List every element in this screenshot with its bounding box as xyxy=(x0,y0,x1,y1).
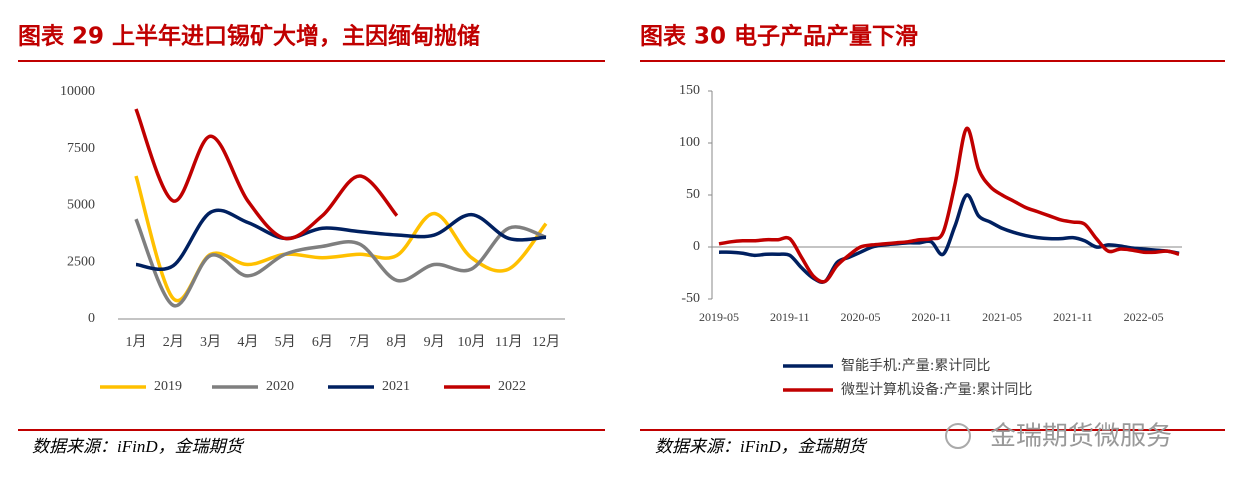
y-tick-label: 5000 xyxy=(67,198,95,213)
x-tick-label: 8月 xyxy=(386,334,407,350)
x-tick-label: 6月 xyxy=(312,334,333,350)
chart-title: 图表 29 上半年进口锡矿大增，主因缅甸抛储 xyxy=(18,23,480,50)
x-tick-label: 9月 xyxy=(424,334,445,350)
source: 数据来源：iFinD，金瑞期货 xyxy=(655,437,868,456)
source: 数据来源：iFinD，金瑞期货 xyxy=(32,437,245,456)
watermark-icon xyxy=(945,423,971,449)
y-tick-label: 100 xyxy=(679,135,700,150)
series-line xyxy=(134,218,547,308)
y-tick-label: 0 xyxy=(88,311,95,326)
x-tick-label: 2019-05 xyxy=(699,310,739,324)
x-tick-label: 2021-11 xyxy=(1053,310,1093,324)
chart-title: 图表 30 电子产品产量下滑 xyxy=(640,23,918,50)
y-tick-label: 2500 xyxy=(67,254,95,269)
x-tick-label: 2020-11 xyxy=(912,310,952,324)
legend-label: 2022 xyxy=(498,379,526,394)
x-tick-label: 2020-05 xyxy=(841,310,881,324)
x-tick-label: 1月 xyxy=(126,334,147,350)
y-tick-label: -50 xyxy=(681,291,700,306)
x-tick-label: 2019-11 xyxy=(770,310,810,324)
legend-label: 2019 xyxy=(154,379,182,394)
y-tick-label: 0 xyxy=(693,239,700,254)
y-tick-label: 50 xyxy=(686,187,700,202)
x-tick-label: 2月 xyxy=(163,334,184,350)
legend-label: 微型计算机设备:产量:累计同比 xyxy=(841,381,1032,398)
x-tick-label: 5月 xyxy=(275,334,296,350)
rule xyxy=(640,60,1225,62)
legend-label: 智能手机:产量:累计同比 xyxy=(841,358,990,374)
legend-label: 2021 xyxy=(382,379,410,394)
x-tick-label: 11月 xyxy=(495,334,522,350)
series-line xyxy=(718,126,1180,284)
x-tick-label: 12月 xyxy=(532,334,560,350)
x-tick-label: 7月 xyxy=(349,334,370,350)
x-tick-label: 3月 xyxy=(200,334,221,350)
rule xyxy=(640,429,1225,431)
y-tick-label: 10000 xyxy=(60,84,95,99)
y-tick-label: 7500 xyxy=(67,141,95,156)
series-line xyxy=(135,208,547,271)
rule xyxy=(18,60,605,62)
x-tick-label: 4月 xyxy=(237,334,258,350)
watermark: 金瑞期货微服务 xyxy=(990,422,1172,452)
series-line xyxy=(134,108,399,241)
x-tick-label: 2022-05 xyxy=(1124,310,1164,324)
rule xyxy=(18,429,605,431)
legend-label: 2020 xyxy=(266,379,294,394)
x-tick-label: 10月 xyxy=(457,334,485,350)
x-tick-label: 2021-05 xyxy=(982,310,1022,324)
y-tick-label: 150 xyxy=(679,83,700,98)
